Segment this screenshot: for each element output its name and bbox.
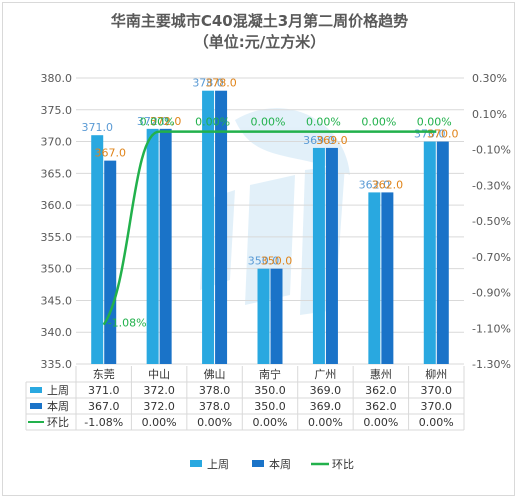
table-row-label: 上周 [47,384,69,397]
right-axis-tick: 0.10% [472,108,507,121]
bar-this-week [436,141,449,364]
table-cell: 350.0 [254,400,286,413]
left-axis-tick: 365.0 [41,167,73,180]
data-label-this-week: 367.0 [94,147,126,160]
table-row-label: 环比 [47,416,69,429]
table-cell: 378.0 [199,384,231,397]
data-label-ratio: 0.00% [195,116,230,129]
legend-swatch [190,460,202,467]
table-cell: 0.00% [419,416,454,429]
bar-last-week [423,141,436,364]
table-cell: 378.0 [199,400,231,413]
table-cell: 372.0 [143,400,175,413]
table-cell: 369.0 [310,384,342,397]
bar-last-week [202,90,215,364]
right-axis-tick: -0.50% [472,215,511,228]
bar-last-week [91,135,104,364]
bar-last-week [146,128,159,364]
table-cell: 0.00% [363,416,398,429]
chart-subtitle: （单位:元/立方米） [193,33,326,51]
left-axis-tick: 355.0 [41,231,73,244]
data-label-last-week: 371.0 [81,121,113,134]
data-label-last-week: 350.0 [248,255,280,268]
table-cell: 370.0 [421,400,453,413]
data-label-last-week: 369.0 [303,134,335,147]
x-axis-category: 中山 [148,368,170,381]
table-cell: 0.00% [197,416,232,429]
data-label-this-week: 350.0 [261,255,293,268]
bar-this-week [270,268,283,364]
data-label-this-week: 378.0 [205,77,237,90]
right-axis-tick: -0.90% [472,287,511,300]
right-axis-tick: -1.10% [472,322,511,335]
data-label-this-week: 372.0 [150,115,182,128]
data-label-this-week: 369.0 [316,134,348,147]
left-axis-tick: 375.0 [41,104,73,117]
left-axis-tick: 360.0 [41,199,73,212]
left-axis-tick: 340.0 [41,326,73,339]
bar-this-week [215,90,228,364]
data-label-last-week: 378.0 [192,77,224,90]
chart-title: 华南主要城市C40混凝土3月第二周价格趋势 [110,12,409,30]
table-cell: 371.0 [88,384,120,397]
left-axis-tick: 370.0 [41,136,73,149]
data-label-ratio: 0.00% [361,116,396,129]
left-axis-tick: 345.0 [41,294,73,307]
data-label-ratio: 0.00% [417,116,452,129]
left-axis-tick: 335.0 [41,358,73,371]
bar-this-week [104,160,117,364]
table-legend-swatch [30,403,42,409]
bar-last-week [312,147,325,364]
right-axis-tick: -0.10% [472,144,511,157]
data-label-last-week: 362.0 [359,178,391,191]
ratio-line [102,130,437,326]
x-axis-category: 南宁 [259,367,281,381]
table-cell: 0.00% [253,416,288,429]
bar-last-week [368,192,381,364]
right-axis-tick: -1.30% [472,358,511,371]
data-label-ratio: 0.00% [306,116,341,129]
table-cell: 350.0 [254,384,286,397]
legend-swatch [252,460,264,467]
right-axis-tick: 0.30% [472,72,507,85]
table-cell: -1.08% [84,416,123,429]
table-cell: 0.00% [308,416,343,429]
table-cell: 0.00% [142,416,177,429]
left-axis-tick: 350.0 [41,263,73,276]
bar-this-week [381,192,394,364]
table-cell: 367.0 [88,400,120,413]
x-axis-category: 广州 [314,368,336,381]
data-label-this-week: 362.0 [372,178,404,191]
table-row-label: 本周 [47,399,69,413]
legend-label: 上周 [207,458,229,471]
table-cell: 362.0 [365,400,397,413]
data-label-this-week: 370.0 [427,128,459,141]
left-axis-tick: 380.0 [41,72,73,85]
x-axis-category: 惠州 [370,367,392,381]
bar-last-week [257,268,270,364]
bar-this-week [325,147,338,364]
right-axis-tick: -0.70% [472,251,511,264]
x-axis-category: 东莞 [93,368,115,381]
data-label-ratio: -1.08% [108,317,147,330]
x-axis-category: 佛山 [204,368,226,381]
x-axis-category: 柳州 [425,367,447,381]
data-label-ratio: 0.00% [140,116,175,129]
bar-this-week [159,128,172,364]
table-cell: 370.0 [421,384,453,397]
table-legend-swatch [30,387,42,393]
right-axis-tick: -0.30% [472,179,511,192]
legend-label: 本周 [269,457,291,471]
table-cell: 369.0 [310,400,342,413]
data-label-ratio: 0.00% [251,116,286,129]
table-cell: 362.0 [365,384,397,397]
table-cell: 372.0 [143,384,175,397]
data-label-last-week: 372.0 [137,115,169,128]
legend-label: 环比 [332,458,354,471]
